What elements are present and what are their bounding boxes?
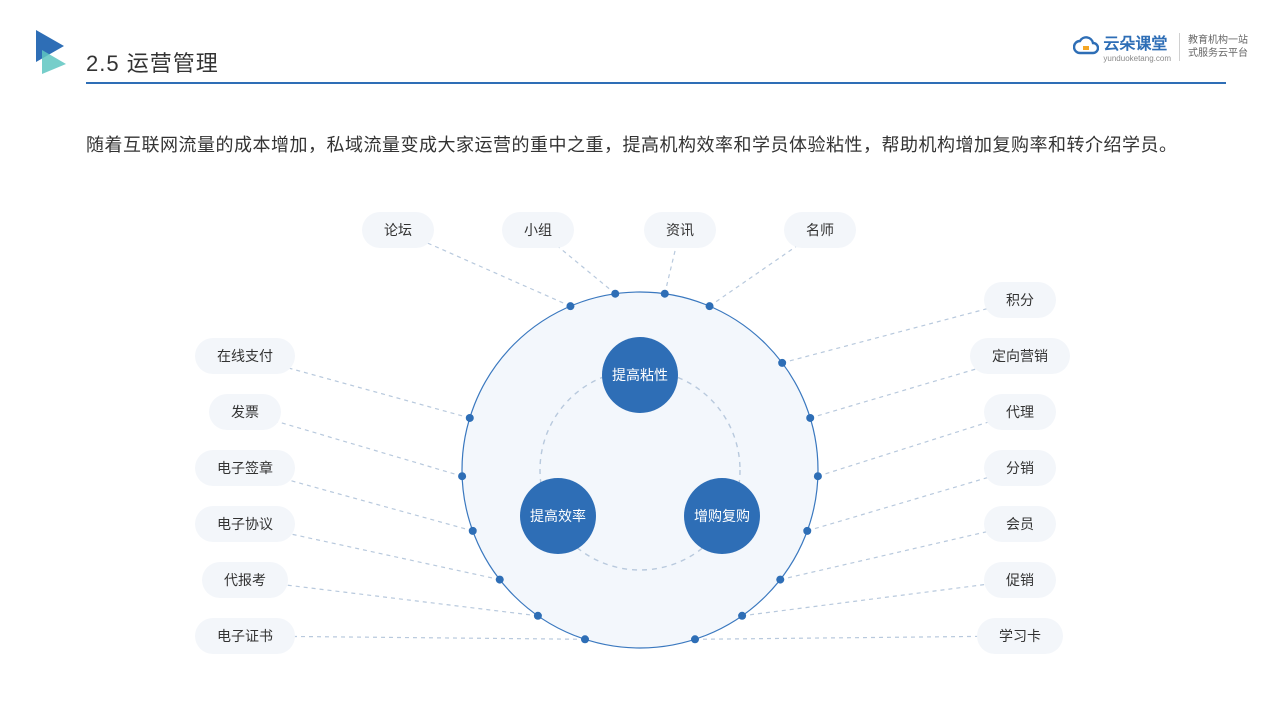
pill-item: 电子协议 [195,506,295,542]
center-node: 提高粘性 [602,337,678,413]
pill-item: 小组 [502,212,574,248]
pill-item: 分销 [984,450,1056,486]
pill-item: 论坛 [362,212,434,248]
center-node: 提高效率 [520,478,596,554]
center-node: 增购复购 [684,478,760,554]
pill-item: 会员 [984,506,1056,542]
pill-item: 积分 [984,282,1056,318]
pill-item: 定向营销 [970,338,1070,374]
pill-item: 代报考 [202,562,288,598]
pill-item: 发票 [209,394,281,430]
pill-item: 资讯 [644,212,716,248]
pill-item: 电子证书 [195,618,295,654]
pill-item: 在线支付 [195,338,295,374]
diagram-overlay: 论坛 小组 资讯 名师积分定向营销代理分销会员促销学习卡 在线支付发票电子签章电子协议代… [0,0,1280,720]
pill-item: 代理 [984,394,1056,430]
pill-item: 学习卡 [977,618,1063,654]
pill-item: 电子签章 [195,450,295,486]
pill-item: 名师 [784,212,856,248]
pill-item: 促销 [984,562,1056,598]
